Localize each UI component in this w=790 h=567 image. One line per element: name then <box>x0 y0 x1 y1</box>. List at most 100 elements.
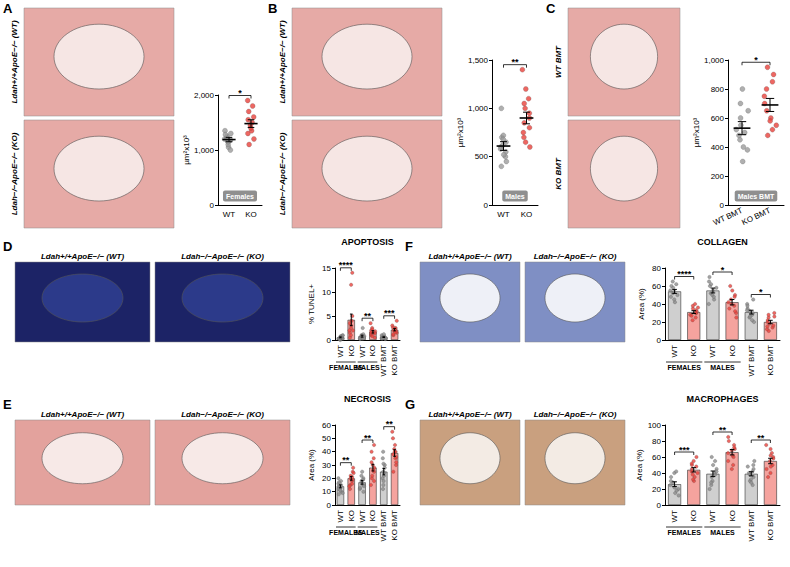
svg-text:5: 5 <box>327 312 332 321</box>
svg-text:Ldah−/−ApoE−/− (KO): Ldah−/−ApoE−/− (KO) <box>534 252 617 261</box>
svg-text:Ldah+/+ApoE−/− (WT): Ldah+/+ApoE−/− (WT) <box>41 252 124 261</box>
svg-text:***: *** <box>679 445 690 455</box>
svg-text:MALES: MALES <box>355 529 380 536</box>
svg-text:****: **** <box>677 269 692 279</box>
svg-text:WT: WT <box>358 345 367 358</box>
svg-text:WT: WT <box>670 345 679 358</box>
svg-text:MALES: MALES <box>710 529 735 536</box>
svg-text:KO: KO <box>728 510 737 522</box>
svg-text:µm²x10³: µm²x10³ <box>182 135 191 165</box>
svg-text:Area (%): Area (%) <box>307 449 316 481</box>
svg-text:Ldah−/−ApoE−/− (KO): Ldah−/−ApoE−/− (KO) <box>278 132 287 215</box>
svg-text:KO: KO <box>347 345 356 357</box>
svg-text:Ldah−/−ApoE−/− (KO): Ldah−/−ApoE−/− (KO) <box>10 132 19 215</box>
svg-text:10: 10 <box>322 487 331 496</box>
svg-text:Ldah−/−ApoE−/− (KO): Ldah−/−ApoE−/− (KO) <box>534 410 617 419</box>
svg-text:600: 600 <box>711 114 725 123</box>
svg-text:KO: KO <box>245 210 257 219</box>
svg-text:FEMALES: FEMALES <box>667 529 701 536</box>
svg-text:*: * <box>754 55 758 65</box>
svg-text:WT BMT: WT BMT <box>747 510 756 542</box>
svg-text:200: 200 <box>711 172 725 181</box>
svg-text:KO BMT: KO BMT <box>766 345 775 376</box>
svg-text:Males BMT: Males BMT <box>738 193 775 200</box>
svg-text:Area (%): Area (%) <box>635 449 644 481</box>
svg-text:Ldah−/−ApoE−/− (KO): Ldah−/−ApoE−/− (KO) <box>181 410 264 419</box>
svg-text:WT: WT <box>358 510 367 523</box>
svg-text:µm²x10³: µm²x10³ <box>456 117 465 147</box>
svg-text:F: F <box>405 239 413 254</box>
svg-text:MALES: MALES <box>710 364 735 371</box>
svg-text:APOPTOSIS: APOPTOSIS <box>341 237 393 247</box>
svg-text:40: 40 <box>652 469 661 478</box>
svg-text:20: 20 <box>652 485 661 494</box>
svg-text:NECROSIS: NECROSIS <box>344 394 391 404</box>
svg-text:Females: Females <box>226 193 254 200</box>
svg-text:**: ** <box>364 311 372 321</box>
svg-text:KO BMT: KO BMT <box>390 510 399 541</box>
svg-text:**: ** <box>719 425 727 435</box>
svg-text:WT BMT: WT BMT <box>379 345 388 377</box>
svg-text:*: * <box>721 265 725 275</box>
svg-text:****: **** <box>339 260 354 270</box>
svg-text:0: 0 <box>210 201 215 210</box>
svg-text:KO: KO <box>728 345 737 357</box>
svg-text:KO: KO <box>368 510 377 522</box>
svg-text:WT: WT <box>336 510 345 523</box>
svg-text:KO: KO <box>347 510 356 522</box>
svg-text:80: 80 <box>652 437 661 446</box>
svg-text:MACROPHAGES: MACROPHAGES <box>686 394 758 404</box>
svg-text:WT BMT: WT BMT <box>379 510 388 542</box>
svg-text:1,500: 1,500 <box>468 56 489 65</box>
svg-text:0: 0 <box>484 201 489 210</box>
svg-text:0: 0 <box>327 336 332 345</box>
svg-text:**: ** <box>511 57 519 67</box>
svg-text:WT: WT <box>497 210 510 219</box>
svg-text:MALES: MALES <box>355 364 380 371</box>
svg-text:2,000: 2,000 <box>194 91 215 100</box>
svg-text:0: 0 <box>720 201 725 210</box>
svg-text:0: 0 <box>327 501 332 510</box>
svg-text:60: 60 <box>322 421 331 430</box>
svg-text:**: ** <box>386 419 394 429</box>
svg-text:KO BMT: KO BMT <box>766 510 775 541</box>
svg-text:WT BMT: WT BMT <box>747 345 756 377</box>
svg-text:40: 40 <box>652 300 661 309</box>
svg-text:% TUNEL+: % TUNEL+ <box>307 284 316 324</box>
svg-text:µm²x10³: µm²x10³ <box>692 117 701 147</box>
svg-text:KO: KO <box>689 510 698 522</box>
svg-text:KO BMT: KO BMT <box>740 206 772 227</box>
svg-text:WT: WT <box>708 510 717 523</box>
svg-text:COLLAGEN: COLLAGEN <box>697 237 748 247</box>
svg-text:WT: WT <box>223 210 236 219</box>
svg-text:C: C <box>546 1 556 16</box>
svg-text:FEMALES: FEMALES <box>667 364 701 371</box>
svg-text:**: ** <box>757 433 765 443</box>
svg-text:Area (%): Area (%) <box>637 288 646 320</box>
svg-text:***: *** <box>384 308 395 318</box>
svg-text:A: A <box>3 1 13 16</box>
svg-text:20: 20 <box>322 474 331 483</box>
svg-text:WT: WT <box>670 510 679 523</box>
svg-text:60: 60 <box>652 282 661 291</box>
svg-text:10: 10 <box>322 288 331 297</box>
svg-text:D: D <box>3 239 12 254</box>
svg-text:KO: KO <box>521 210 533 219</box>
svg-text:KO: KO <box>368 345 377 357</box>
svg-text:B: B <box>268 1 277 16</box>
svg-text:Ldah+/+ApoE−/− (WT): Ldah+/+ApoE−/− (WT) <box>428 252 511 261</box>
svg-text:800: 800 <box>711 85 725 94</box>
svg-text:WT: WT <box>336 345 345 358</box>
svg-text:KO: KO <box>689 345 698 357</box>
svg-text:Males: Males <box>505 193 525 200</box>
svg-text:Ldah+/+ApoE−/− (WT): Ldah+/+ApoE−/− (WT) <box>10 20 19 103</box>
svg-text:**: ** <box>364 433 372 443</box>
svg-text:15: 15 <box>322 264 331 273</box>
svg-text:*: * <box>759 287 763 297</box>
svg-text:0: 0 <box>657 501 662 510</box>
svg-text:Ldah+/+ApoE−/− (WT): Ldah+/+ApoE−/− (WT) <box>278 20 287 103</box>
svg-text:20: 20 <box>652 318 661 327</box>
svg-text:Ldah+/+ApoE−/− (WT): Ldah+/+ApoE−/− (WT) <box>428 410 511 419</box>
svg-text:400: 400 <box>711 143 725 152</box>
svg-text:WT BMT: WT BMT <box>554 45 563 78</box>
